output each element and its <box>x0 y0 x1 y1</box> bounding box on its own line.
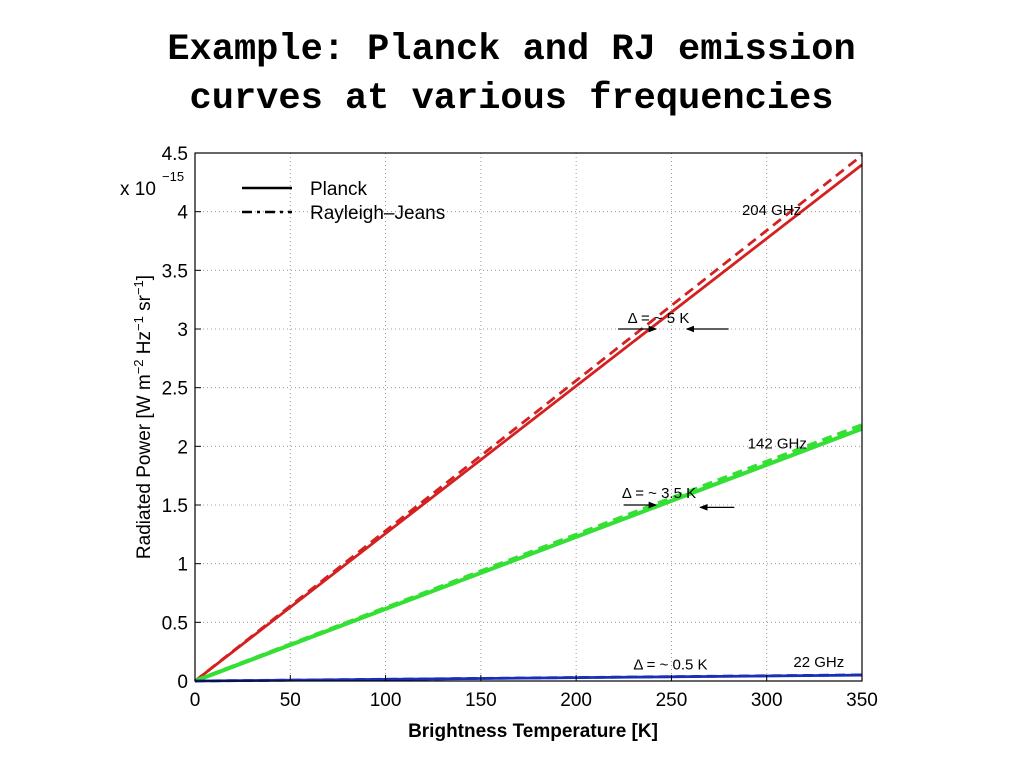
x-tick-label: 50 <box>280 690 301 711</box>
delta-label-22: Δ = ~ 0.5 K <box>633 656 707 673</box>
grid-layer <box>195 153 862 681</box>
freq-label-204: 204 GHz <box>742 202 801 219</box>
delta-label-204: Δ = ~ 5 K <box>628 310 690 327</box>
series-line-solid-22-ghz <box>194 673 863 683</box>
y-axis-label: Radiated Power [W m−2 Hz−1 sr−1] <box>131 275 155 559</box>
y-tick-label: 2 <box>177 437 188 458</box>
delta-label-142: Δ = ~ 3.5 K <box>622 485 696 502</box>
slide-title: Example: Planck and RJ emission curves a… <box>0 26 1023 124</box>
x-tick-label: 300 <box>751 690 783 711</box>
legend: Planck Rayleigh–Jeans <box>242 179 445 224</box>
y-exponent-base: x 10 <box>120 179 156 200</box>
x-tick-label: 250 <box>656 690 688 711</box>
freq-label-142: 142 GHz <box>748 436 807 453</box>
y-tick-label: 3.5 <box>162 261 188 282</box>
y-tick-label: 3 <box>177 320 188 341</box>
x-tick-label: 100 <box>370 690 402 711</box>
y-tick-label: 0 <box>177 672 188 693</box>
x-tick-label: 150 <box>465 690 497 711</box>
legend-entry-rayleigh-jeans: Rayleigh–Jeans <box>310 203 445 224</box>
y-tick-label: 4.5 <box>162 144 188 165</box>
freq-label-22: 22 GHz <box>793 654 844 671</box>
series-line-solid-204-ghz <box>194 163 863 683</box>
series-layer <box>194 154 863 683</box>
y-exponent-power: −15 <box>162 169 184 184</box>
legend-entry-planck: Planck <box>310 179 368 200</box>
y-tick-label: 1.5 <box>162 496 188 517</box>
y-tick-label: 1 <box>177 555 188 576</box>
y-tick-label: 2.5 <box>162 379 188 400</box>
slide-title-line-1: Example: Planck and RJ emission <box>167 29 856 71</box>
x-axis-label: Brightness Temperature [K] <box>408 721 658 742</box>
x-tick-label: 0 <box>190 690 201 711</box>
x-tick-label: 200 <box>560 690 592 711</box>
series-line-dashed-204-ghz <box>194 154 863 683</box>
y-tick-label: 0.5 <box>162 613 188 634</box>
tick-layer: 0 50 100 150 200 250 300 350 0 0.5 1 1.5 2 2.5 3 3.5 4 4.… <box>162 144 878 711</box>
plot-frame <box>194 152 863 682</box>
annotation-layer: 204 GHz 142 GHz 22 GHz Δ = ~ 5 K Δ = ~ 3.5 K… <box>618 202 844 673</box>
slide-title-line-2: curves at various frequencies <box>189 78 834 120</box>
x-tick-label: 350 <box>846 690 878 711</box>
y-tick-label: 4 <box>177 203 188 224</box>
series-line-dashed-142-ghz <box>194 423 863 683</box>
